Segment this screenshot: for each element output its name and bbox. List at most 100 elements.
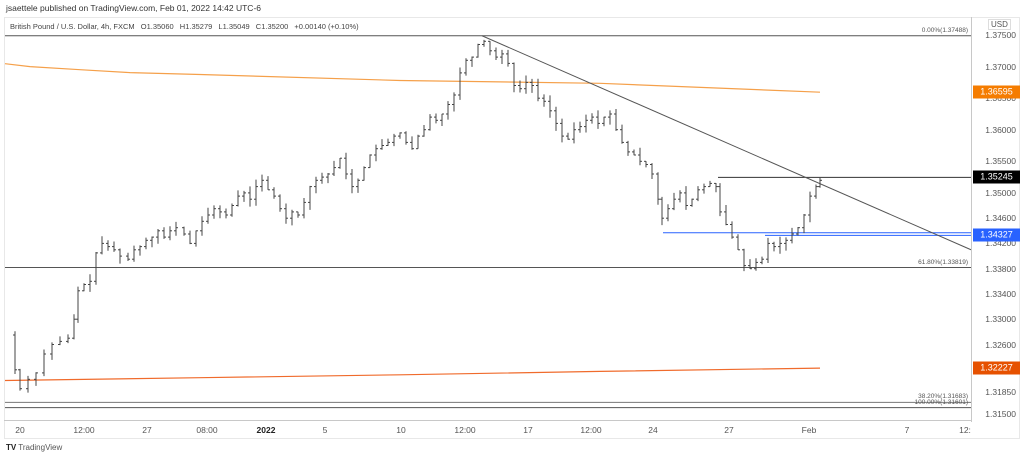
ohlc-bar	[132, 245, 136, 262]
ohlc-bar	[94, 252, 98, 285]
price-tick: 1.31850	[985, 386, 1016, 397]
close-value: C1.35200	[255, 22, 289, 31]
ohlc-bar	[708, 180, 712, 188]
ohlc-bar	[650, 163, 654, 179]
ohlc-bar	[808, 191, 812, 223]
time-tick: 7	[904, 425, 910, 435]
price-tag[interactable]: 1.34327	[973, 228, 1020, 242]
moving-average-line	[4, 367, 821, 382]
ohlc-bar	[790, 227, 794, 244]
ohlc-bar	[34, 372, 38, 386]
symbol-label: British Pound / U.S. Dollar, 4h, FXCM	[10, 22, 135, 31]
ohlc-bar	[784, 237, 788, 251]
ohlc-bar	[308, 185, 312, 210]
ohlc-bar	[724, 205, 728, 226]
ohlc-bar	[350, 169, 354, 194]
ohlc-legend: British Pound / U.S. Dollar, 4h, FXCM O1…	[10, 22, 363, 31]
ohlc-bar	[302, 198, 306, 219]
price-tick: 1.35500	[985, 156, 1016, 167]
price-tag[interactable]: 1.35245	[973, 170, 1020, 184]
time-tick: 27	[724, 425, 734, 435]
ohlc-bar	[702, 183, 706, 194]
ohlc-bar	[156, 229, 160, 244]
price-axis[interactable]: USD 1.375001.370001.365001.360001.355001…	[971, 17, 1020, 422]
ohlc-bar	[26, 375, 30, 393]
ohlc-bar	[218, 205, 222, 219]
ohlc-bar	[138, 245, 142, 256]
ohlc-bar	[168, 226, 172, 241]
ohlc-bar	[512, 62, 516, 93]
price-tick: 1.37500	[985, 30, 1016, 40]
ohlc-bar	[620, 124, 624, 144]
ohlc-bar	[200, 216, 204, 236]
trendline	[481, 35, 972, 251]
price-tick: 1.33400	[985, 288, 1016, 299]
time-tick: 08:00	[196, 425, 218, 435]
ohlc-bar	[560, 118, 564, 143]
price-tag[interactable]: 1.36595	[973, 85, 1020, 99]
ohlc-bar	[82, 283, 86, 292]
ohlc-bar	[464, 58, 468, 76]
ohlc-bar	[666, 204, 670, 222]
ohlc-bar	[212, 205, 216, 219]
ohlc-bar	[314, 176, 318, 194]
ohlc-bar	[458, 67, 462, 100]
price-tick: 1.35000	[985, 187, 1016, 198]
open-value: O1.35060	[140, 22, 174, 31]
ohlc-bar	[13, 331, 17, 374]
time-tick: 2022	[256, 425, 276, 435]
ohlc-bar	[76, 286, 80, 323]
ohlc-bar	[224, 208, 228, 219]
time-axis[interactable]: 20 12:00 27 08:00 2022 5 10 12:00 17 12:00 24 27 Feb…	[4, 420, 971, 439]
ohlc-bar	[66, 334, 70, 344]
ohlc-bar	[42, 349, 46, 377]
ohlc-bar	[470, 56, 474, 67]
ohlc-bar	[778, 236, 782, 254]
ohlc-bar	[290, 209, 294, 226]
publisher-line: jsaettele published on TradingView.com, …	[6, 3, 261, 13]
time-tick: 5	[322, 425, 328, 435]
time-tick: 27	[142, 425, 152, 435]
fib-level-label: 38.20%(1.31683)	[918, 393, 968, 401]
ohlc-bar	[814, 184, 818, 199]
ohlc-bar	[760, 256, 764, 265]
fib-level-label: 0.00%(1.37488)	[921, 26, 968, 34]
fib-level-label: 61.80%(1.33819)	[918, 258, 968, 266]
ohlc-bar	[772, 241, 776, 252]
ohlc-bar	[356, 178, 360, 193]
ohlc-bar	[206, 207, 210, 224]
time-tick: 12:00	[73, 425, 95, 435]
ohlc-bar	[524, 75, 528, 94]
ohlc-bar	[398, 132, 402, 139]
tradingview-brand[interactable]: TV TradingView	[6, 443, 62, 452]
ohlc-bar	[428, 114, 432, 131]
ohlc-bar	[696, 186, 700, 202]
price-tick: 1.37000	[985, 61, 1016, 72]
ohlc-bar	[50, 342, 54, 360]
ohlc-bar	[554, 106, 558, 131]
ohlc-bar	[684, 186, 688, 210]
ohlc-bar	[284, 203, 288, 224]
ohlc-bar	[162, 227, 166, 239]
ohlc-bar	[500, 49, 504, 64]
ohlc-bar	[188, 230, 192, 245]
price-tick: 1.31500	[985, 409, 1016, 419]
chart-frame[interactable]	[4, 17, 1020, 439]
ohlc-bar	[476, 43, 480, 58]
ohlc-bar	[672, 192, 676, 211]
ohlc-bar	[446, 101, 450, 120]
ohlc-bar	[614, 109, 618, 131]
price-tag[interactable]: 1.32227	[973, 361, 1020, 375]
ohlc-bar	[644, 160, 648, 168]
ohlc-bar	[754, 258, 758, 271]
ohlc-bar	[536, 78, 540, 102]
time-tick: 12:00	[580, 425, 602, 435]
ohlc-bar	[482, 39, 486, 47]
ohlc-bar	[566, 132, 570, 140]
ohlc-bar	[106, 240, 110, 251]
currency-label[interactable]: USD	[988, 19, 1011, 30]
ohlc-bar	[248, 186, 252, 207]
ohlc-bar	[326, 173, 330, 184]
ohlc-bar	[194, 230, 198, 247]
